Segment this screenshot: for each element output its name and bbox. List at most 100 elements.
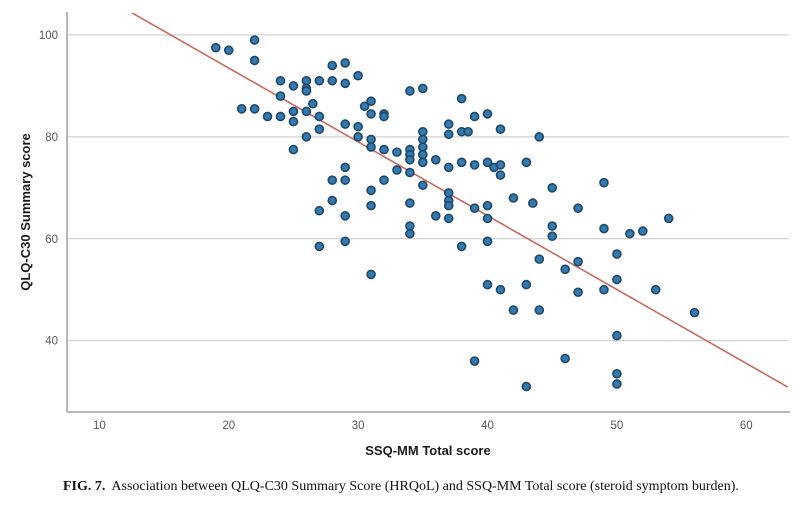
data-point [418,142,428,152]
data-point [340,175,350,185]
data-point [508,193,519,203]
data-point [327,60,338,71]
data-point [508,305,519,315]
x-tick-label: 10 [93,420,106,432]
data-point [405,198,415,208]
data-point [534,305,545,315]
axes [66,12,790,413]
data-point [366,269,376,280]
data-point [495,124,506,134]
data-point [249,55,260,66]
data-point [443,188,454,198]
data-point [456,241,467,252]
data-point [547,231,558,242]
data-point [469,203,480,213]
data-point [314,111,325,122]
data-point [353,121,363,132]
y-tick-label: 60 [45,234,58,246]
scatter-plot: 40 60 80 100 10 20 30 40 50 60 SSQ-MM Total score… [18,12,790,458]
data-point [275,75,286,86]
caption: FIG. 7. Association between QLQ-C30 Summa… [0,478,800,496]
data-point [495,170,506,180]
data-point [482,200,493,211]
data-point [418,83,428,94]
x-tick-label: 20 [222,420,235,432]
data-point [366,185,376,196]
data-point [599,284,609,295]
data-point [249,35,260,45]
data-point [249,104,260,114]
data-point [379,175,389,185]
data-point [340,236,350,247]
data-point [689,307,700,318]
y-axis-title: QLQ-C30 Summary score [18,133,33,291]
data-point [443,213,454,224]
x-tick-label: 60 [740,420,753,432]
data-point [236,104,247,114]
y-tick-label: 40 [45,336,58,348]
gridlines [67,34,789,342]
data-point [340,211,350,221]
data-point [353,70,363,81]
data-point [612,368,622,379]
data-point [288,106,299,117]
data-point [405,154,415,165]
data-point [405,86,415,96]
tick-labels: 40 60 80 100 10 20 30 40 50 60 [39,30,753,432]
data-point [573,287,583,298]
data-point [418,134,428,145]
data-point [528,198,538,208]
data-point [560,353,570,364]
trend-line [131,12,789,388]
x-axis-title: SSQ-MM Total score [365,443,490,458]
data-point [573,256,583,267]
data-point [637,226,648,236]
data-point [314,241,325,252]
data-point [521,157,532,168]
trend-line-group [131,12,789,388]
data-point [340,78,350,89]
data-point [275,111,286,122]
data-point [340,58,350,68]
data-point [327,175,338,185]
data-point [301,75,312,86]
data-point [612,249,622,259]
caption-text: Association between QLQ-C30 Summary Scor… [111,479,739,494]
data-point [405,167,415,178]
data-point [456,93,467,104]
data-point [418,149,428,160]
data-point [456,157,467,168]
data-point [366,142,376,152]
data-point [314,75,325,86]
data-point [430,211,441,221]
data-point [482,213,493,224]
data-point [547,182,558,193]
data-point [405,228,415,239]
data-point [418,180,428,191]
data-point [430,154,441,165]
data-point [534,254,545,264]
data-point [443,129,454,140]
data-point [353,132,363,142]
data-point [301,132,312,142]
y-tick-label: 100 [39,30,58,42]
data-point [379,144,389,155]
data-point [308,98,318,109]
data-point [288,116,299,127]
data-point [366,109,376,119]
x-tick-label: 40 [481,420,494,432]
data-point [469,160,480,170]
data-point [612,379,622,389]
data-point [443,200,454,211]
data-point [469,356,480,366]
data-point [314,124,325,134]
data-point [262,111,273,122]
data-point [366,134,376,145]
data-point [663,213,674,224]
data-point [547,221,558,231]
data-point [327,75,338,86]
data-point [275,91,286,101]
data-point [599,223,609,234]
data-point [482,236,493,247]
data-point [521,381,532,392]
